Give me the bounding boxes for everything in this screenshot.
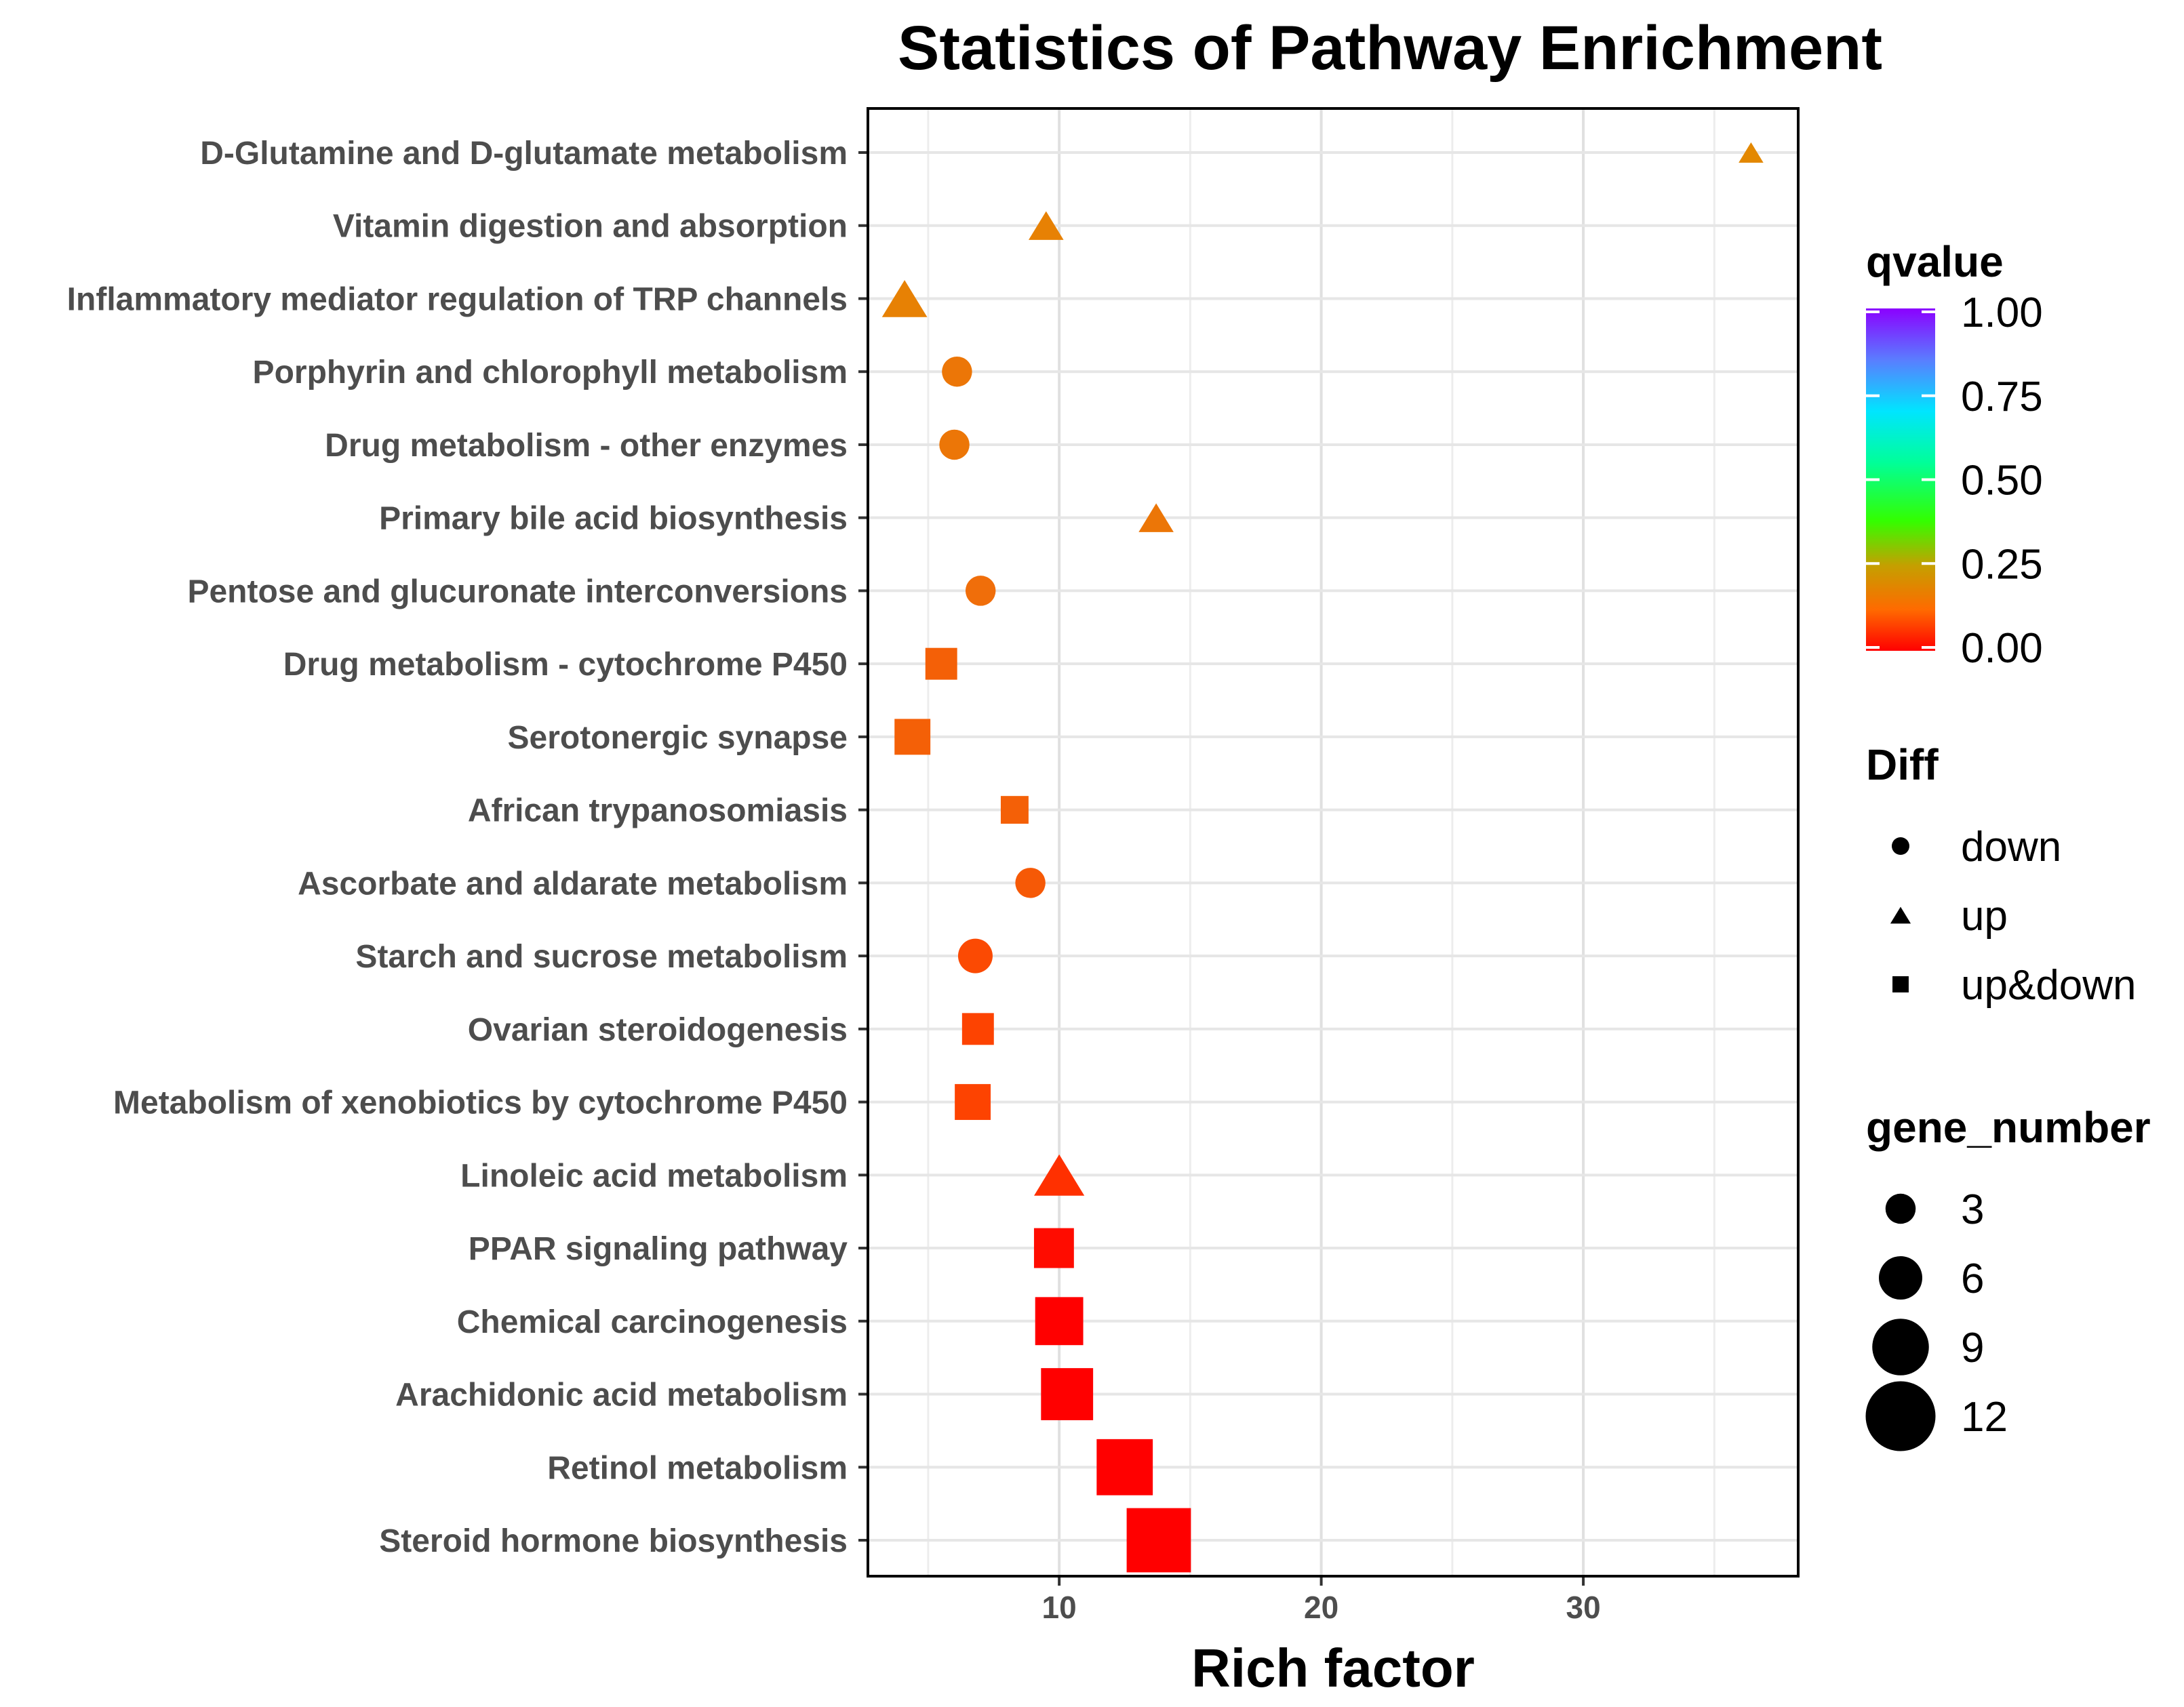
- y-tick-label: Retinol metabolism: [547, 1450, 848, 1486]
- y-tick-label: African trypanosomiasis: [468, 793, 848, 829]
- y-tick-label: Arachidonic acid metabolism: [395, 1378, 848, 1413]
- colorbar-label: 1.00: [1961, 289, 2043, 336]
- x-tick-label: 30: [1566, 1590, 1601, 1625]
- point-square: [955, 1084, 991, 1121]
- x-tick-label: 20: [1304, 1590, 1338, 1625]
- y-tick-label: Drug metabolism - cytochrome P450: [283, 647, 848, 683]
- legend-gene-number-title: gene_number: [1866, 1103, 2151, 1152]
- point-square: [961, 1013, 994, 1045]
- legend-size-label: 12: [1961, 1394, 2008, 1441]
- point-square: [1033, 1228, 1074, 1268]
- point-square: [925, 647, 957, 680]
- legend-size-circle: [1879, 1256, 1922, 1300]
- y-tick-label: Steroid hormone biosynthesis: [379, 1523, 848, 1559]
- legend-diff-label: up&down: [1961, 962, 2137, 1009]
- data-points: [881, 142, 1764, 1573]
- y-tick-label: Vitamin digestion and absorption: [333, 209, 848, 245]
- y-tick-label: D-Glutamine and D-glutamate metabolism: [200, 136, 848, 172]
- y-tick-label: Inflammatory mediator regulation of TRP …: [67, 281, 848, 317]
- grid-lines: [868, 108, 1798, 1576]
- legend-gene-number: gene_number 3 6 9 12: [1865, 1103, 2151, 1451]
- point-triangle: [881, 280, 928, 317]
- y-tick-label: Drug metabolism - other enzymes: [325, 428, 848, 464]
- y-tick-label: Serotonergic synapse: [507, 720, 848, 756]
- y-axis-labels: D-Glutamine and D-glutamate metabolism Vi…: [67, 136, 868, 1559]
- colorbar-label: 0.75: [1961, 374, 2043, 420]
- y-tick-label: Metabolism of xenobiotics by cytochrome …: [113, 1085, 848, 1121]
- plot-background: [868, 108, 1798, 1576]
- qvalue-ticks: 1.00 0.75 0.50 0.25 0.00: [1866, 289, 2043, 672]
- legend-size-label: 3: [1961, 1186, 1984, 1233]
- legend-diff-label: down: [1961, 824, 2061, 870]
- legend-diff-label: up: [1961, 893, 2008, 940]
- chart-title: Statistics of Pathway Enrichment: [898, 14, 1882, 83]
- y-tick-label: Ovarian steroidogenesis: [468, 1012, 848, 1048]
- point-square: [894, 719, 931, 755]
- point-circle: [1015, 868, 1046, 898]
- gene-number-legend-items: 3 6 9 12: [1865, 1186, 2008, 1451]
- y-tick-label: Starch and sucrose metabolism: [355, 939, 848, 975]
- y-tick-label: Linoleic acid metabolism: [460, 1158, 848, 1194]
- point-circle: [939, 429, 970, 460]
- plot-frame: [867, 107, 1800, 1578]
- point-triangle: [1028, 211, 1064, 240]
- legend-size-label: 6: [1961, 1256, 1984, 1302]
- y-tick-label: Pentose and glucuronate interconversions: [187, 574, 848, 609]
- legend-square-icon: [1892, 976, 1909, 992]
- x-axis: 10 20 30: [1042, 1576, 1601, 1625]
- diff-legend-items: down up up&down: [1890, 824, 2137, 1009]
- legend-qvalue: qvalue 1.00 0.75 0.50 0.25 0.00: [1866, 237, 2043, 672]
- legend-diff-title: Diff: [1866, 740, 1939, 789]
- point-square: [1000, 796, 1029, 824]
- point-circle: [965, 576, 996, 606]
- point-triangle: [1034, 1154, 1085, 1196]
- point-circle: [942, 356, 972, 387]
- point-square: [1041, 1368, 1094, 1420]
- legend-triangle-icon: [1890, 906, 1911, 924]
- point-square: [1035, 1297, 1084, 1346]
- legend-circle-icon: [1892, 837, 1909, 855]
- legend-size-circle: [1885, 1193, 1916, 1224]
- point-circle: [957, 938, 993, 973]
- y-tick-label: Chemical carcinogenesis: [457, 1304, 848, 1340]
- legend-diff: Diff down up up&down: [1866, 740, 2137, 1009]
- x-axis-title: Rich factor: [1191, 1638, 1475, 1698]
- legend-size-circle: [1872, 1319, 1929, 1375]
- colorbar-label: 0.50: [1961, 458, 2043, 504]
- point-triangle: [1138, 503, 1174, 532]
- colorbar-label: 0.00: [1961, 625, 2043, 672]
- y-tick-label: Primary bile acid biosynthesis: [379, 501, 848, 537]
- y-tick-label: Porphyrin and chlorophyll metabolism: [253, 355, 848, 390]
- x-tick-label: 10: [1042, 1590, 1077, 1625]
- legend-size-label: 9: [1961, 1325, 1984, 1371]
- point-triangle: [1739, 142, 1764, 163]
- legend-size-circle: [1865, 1381, 1936, 1451]
- point-square: [1096, 1439, 1153, 1495]
- colorbar-label: 0.25: [1961, 541, 2043, 588]
- y-tick-label: Ascorbate and aldarate metabolism: [298, 866, 848, 902]
- point-square: [1126, 1508, 1191, 1573]
- y-tick-label: PPAR signaling pathway: [469, 1231, 848, 1267]
- legend-qvalue-title: qvalue: [1866, 237, 2004, 286]
